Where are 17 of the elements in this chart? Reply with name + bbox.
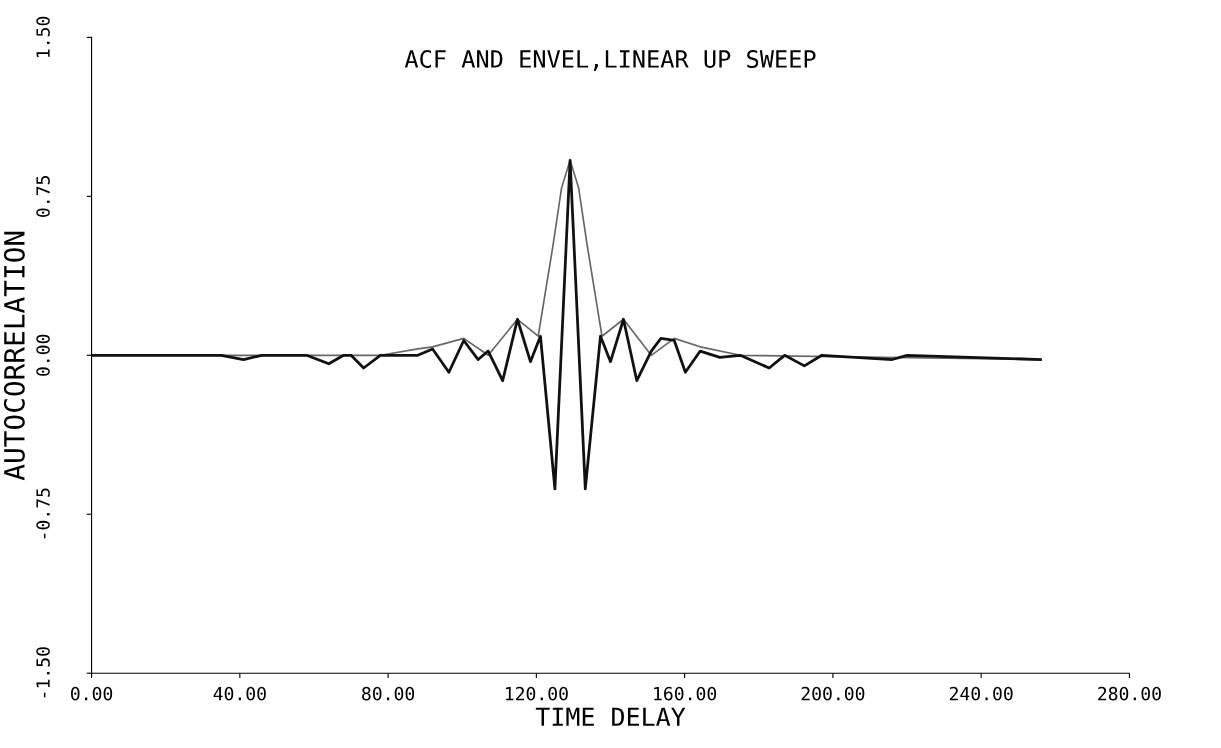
y-axis-title: AUTOCORRELATION	[3, 231, 25, 481]
x-tick-label: 200.00	[801, 686, 865, 701]
x-tick-label: 0.00	[71, 686, 113, 701]
y-tick-label: -1.50	[36, 647, 50, 698]
y-tick-label: 0.75	[36, 176, 50, 217]
x-tick-label: 240.00	[949, 686, 1013, 701]
chart-title: ACF AND ENVEL,LINEAR UP SWEEP	[404, 50, 816, 71]
x-tick-label: 40.00	[213, 686, 266, 701]
x-axis-title: TIME DELAY	[535, 707, 686, 726]
line-series	[91, 158, 1042, 491]
y-tick-label: 0.00	[36, 334, 50, 376]
x-tick-label: 280.00	[1098, 686, 1161, 701]
y-tick-label: -0.75	[36, 488, 50, 539]
x-tick-label: 80.00	[362, 686, 415, 701]
x-tick-label: 120.00	[505, 686, 568, 701]
x-tick-label: 160.00	[654, 686, 717, 701]
y-tick-label: 1.50	[36, 16, 50, 57]
